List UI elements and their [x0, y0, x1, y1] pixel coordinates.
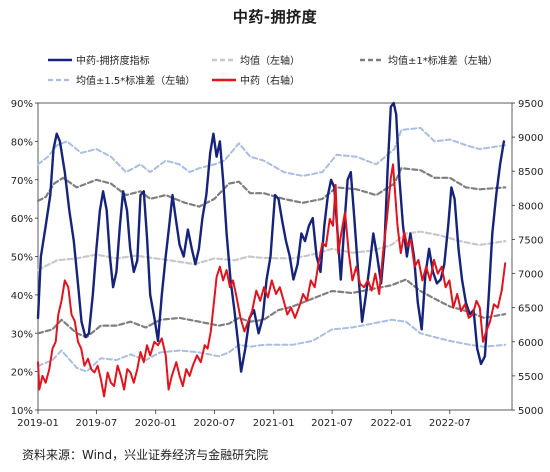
y-left-tick-label: 90% [11, 99, 33, 110]
y-left-tick-label: 80% [11, 137, 33, 148]
axes: 90% 80% 70% 60% 50% 40% 30% 20% 10% 9500 9000 8500 8… [11, 99, 544, 429]
series-line-5 [37, 318, 507, 373]
series-line-4 [37, 126, 507, 177]
y-right-tick-label: 9500 [518, 99, 543, 110]
y-right-tick-label: 9000 [518, 133, 543, 144]
legend-label-1: 均值（左轴） [240, 54, 300, 67]
y-left-tick-label: 50% [11, 253, 33, 264]
x-tick-label: 2020-07 [193, 418, 235, 429]
x-tick-label: 2019-07 [75, 418, 117, 429]
y-right-tick-label: 7000 [518, 270, 543, 281]
y-right-tick-label: 7500 [518, 235, 543, 246]
series-line-2 [36, 167, 507, 208]
legend-label-2: 均值±1*标准差（左轴） [388, 54, 498, 67]
legend-label-0: 中药-拥挤度指标 [76, 54, 150, 67]
y-right-tick-label: 5000 [518, 406, 543, 417]
y-left-tick-label: 60% [11, 214, 33, 225]
x-tick-label: 2019-01 [17, 418, 59, 429]
x-tick-label: 2021-07 [311, 418, 353, 429]
y-left-tick-label: 10% [11, 406, 33, 417]
source-note: 资料来源：Wind，兴业证券经济与金融研究院 [22, 448, 269, 462]
y-left-tick-label: 70% [11, 176, 33, 187]
legend-label-3: 均值±1.5*标准差（左轴） [76, 74, 195, 87]
chart-title: 中药-拥挤度 [232, 8, 318, 26]
y-right-tick-label: 6500 [518, 304, 543, 315]
series-line-3 [36, 278, 507, 339]
y-left-tick-label: 40% [11, 291, 33, 302]
x-tick-label: 2022-01 [371, 418, 413, 429]
y-right-tick-label: 8500 [518, 167, 543, 178]
series-line-6 [37, 163, 507, 398]
y-left-tick-label: 30% [11, 329, 33, 340]
y-right-tick-label: 6000 [518, 338, 543, 349]
y-right-tick-label: 5500 [518, 372, 543, 383]
series [36, 101, 507, 398]
y-right-tick-label: 8000 [518, 201, 543, 212]
series-line-0 [36, 101, 506, 373]
legend-label-4: 中药（右轴） [240, 74, 300, 87]
legend: 中药-拥挤度指标 均值（左轴） 均值±1*标准差（左轴） 均值±1.5*标准差（左轴）… [48, 54, 498, 87]
x-tick-label: 2022-07 [429, 418, 471, 429]
x-tick-label: 2020-01 [135, 418, 177, 429]
x-tick-label: 2021-01 [253, 418, 295, 429]
y-left-tick-label: 20% [11, 368, 33, 379]
